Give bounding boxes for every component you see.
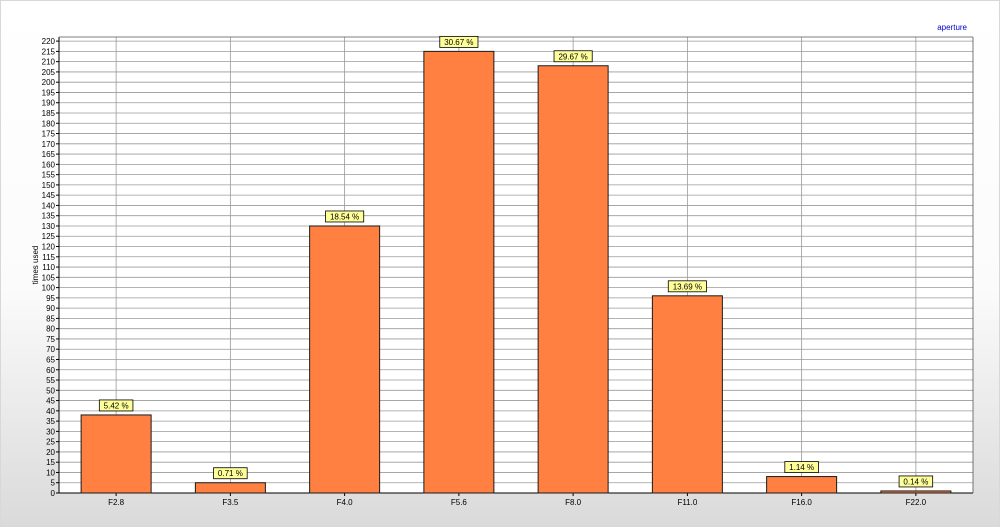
y-tick-label: 205 xyxy=(42,68,56,77)
data-label-f11-0: 13.69 % xyxy=(673,282,702,291)
y-tick-label: 105 xyxy=(42,273,56,282)
data-label-box-f2-8 xyxy=(98,399,134,412)
bar-f4-0 xyxy=(309,225,381,494)
x-tick-label-f11-0: F11.0 xyxy=(677,498,697,507)
y-tick-label: 160 xyxy=(42,160,56,169)
bars xyxy=(80,50,952,494)
y-axis-label: times used xyxy=(31,246,40,285)
y-tick-label: 85 xyxy=(46,314,55,323)
data-label-box-f16-0 xyxy=(784,461,819,473)
legend-entry-aperture: aperture xyxy=(937,23,967,32)
data-label-box-f4-0 xyxy=(325,210,365,223)
y-tick-label: 30 xyxy=(46,427,55,436)
y-tick-label: 50 xyxy=(46,386,55,395)
y-tick-label: 125 xyxy=(42,232,56,241)
x-tick-label-f22-0: F22.0 xyxy=(906,498,927,507)
y-tick-label: 0 xyxy=(51,489,56,498)
y-tick-label: 200 xyxy=(42,78,56,87)
y-tick-label: 195 xyxy=(42,88,56,97)
y-tick-label: 110 xyxy=(42,263,55,272)
data-label-f2-8: 5.42 % xyxy=(104,401,129,410)
data-label-box-f3-5 xyxy=(213,467,248,480)
y-tick-label: 95 xyxy=(46,294,55,303)
y-tick-label: 15 xyxy=(46,458,55,467)
y-tick-label: 150 xyxy=(42,181,56,190)
y-tick-labels: 0510152025303540455055606570758085909510… xyxy=(42,37,56,498)
bar-f3-5 xyxy=(194,482,266,494)
x-tick-label-f8-0: F8.0 xyxy=(565,498,582,507)
data-label-box-f22-0 xyxy=(898,475,934,488)
data-label-f4-0: 18.54 % xyxy=(330,212,359,221)
y-tick-label: 140 xyxy=(42,201,56,210)
x-tick-label-f3-5: F3.5 xyxy=(222,498,239,507)
y-tick-label: 175 xyxy=(42,130,56,139)
data-label-f3-5: 0.71 % xyxy=(218,469,243,478)
y-tick-label: 215 xyxy=(42,47,56,56)
y-tick-label: 185 xyxy=(42,109,56,118)
y-tick-label: 170 xyxy=(42,140,56,149)
y-tick-label: 135 xyxy=(42,212,56,221)
y-tick-label: 55 xyxy=(46,376,55,385)
y-tick-label: 155 xyxy=(42,171,56,180)
y-tick-label: 70 xyxy=(46,345,55,354)
x-tick-label-f2-8: F2.8 xyxy=(108,498,125,507)
x-tick-label-f5-6: F5.6 xyxy=(451,498,468,507)
x-tick-label-f4-0: F4.0 xyxy=(337,498,354,507)
data-label-f16-0: 1.14 % xyxy=(789,463,814,472)
y-tick-label: 25 xyxy=(46,438,55,447)
y-tick-label: 80 xyxy=(46,325,55,334)
bar-f2-8 xyxy=(80,414,152,494)
data-label-box-f8-0 xyxy=(553,50,593,63)
y-tick-label: 40 xyxy=(46,407,55,416)
y-tick-label: 5 xyxy=(51,479,56,488)
data-label-f5-6: 30.67 % xyxy=(444,38,473,47)
grid-lines xyxy=(59,37,973,493)
y-tick-label: 75 xyxy=(46,335,55,344)
y-tick-label: 220 xyxy=(42,37,56,46)
x-tick-label-f16-0: F16.0 xyxy=(791,498,812,507)
bar-f8-0 xyxy=(537,65,609,494)
y-tick-label: 10 xyxy=(46,468,55,477)
y-tick-label: 145 xyxy=(42,191,56,200)
data-label-box-f11-0 xyxy=(667,280,707,293)
bar-f16-0 xyxy=(766,476,838,494)
data-label-f22-0: 0.14 % xyxy=(903,477,928,486)
y-tick-label: 20 xyxy=(46,448,55,457)
y-tick-label: 60 xyxy=(46,366,55,375)
bar-f5-6 xyxy=(423,50,495,494)
y-tick-label: 210 xyxy=(42,58,56,67)
y-tick-label: 100 xyxy=(42,284,56,293)
y-tick-label: 120 xyxy=(42,243,56,252)
y-tick-label: 35 xyxy=(46,417,55,426)
bar-f11-0 xyxy=(651,295,723,494)
plot-area xyxy=(59,37,973,493)
data-label-box-f5-6 xyxy=(439,35,479,48)
y-tick-label: 45 xyxy=(46,397,55,406)
bar-f22-0 xyxy=(880,490,952,494)
data-label-f8-0: 29.67 % xyxy=(558,52,587,61)
y-tick-label: 190 xyxy=(42,99,56,108)
y-tick-label: 90 xyxy=(46,304,55,313)
y-tick-label: 115 xyxy=(42,253,55,262)
x-tick-labels: F2.8 F3.5 F4.0 F5.6 F8.0 F11.0 F16.0 F22.0 xyxy=(108,498,927,507)
y-tick-label: 65 xyxy=(46,355,55,364)
y-tick-label: 180 xyxy=(42,119,56,128)
y-tick-label: 130 xyxy=(42,222,56,231)
data-labels: 5.42 % 0.71 % 18.54 % 30.67 % 29.67 % 13.69 %… xyxy=(98,35,934,488)
y-tick-label: 165 xyxy=(42,150,56,159)
